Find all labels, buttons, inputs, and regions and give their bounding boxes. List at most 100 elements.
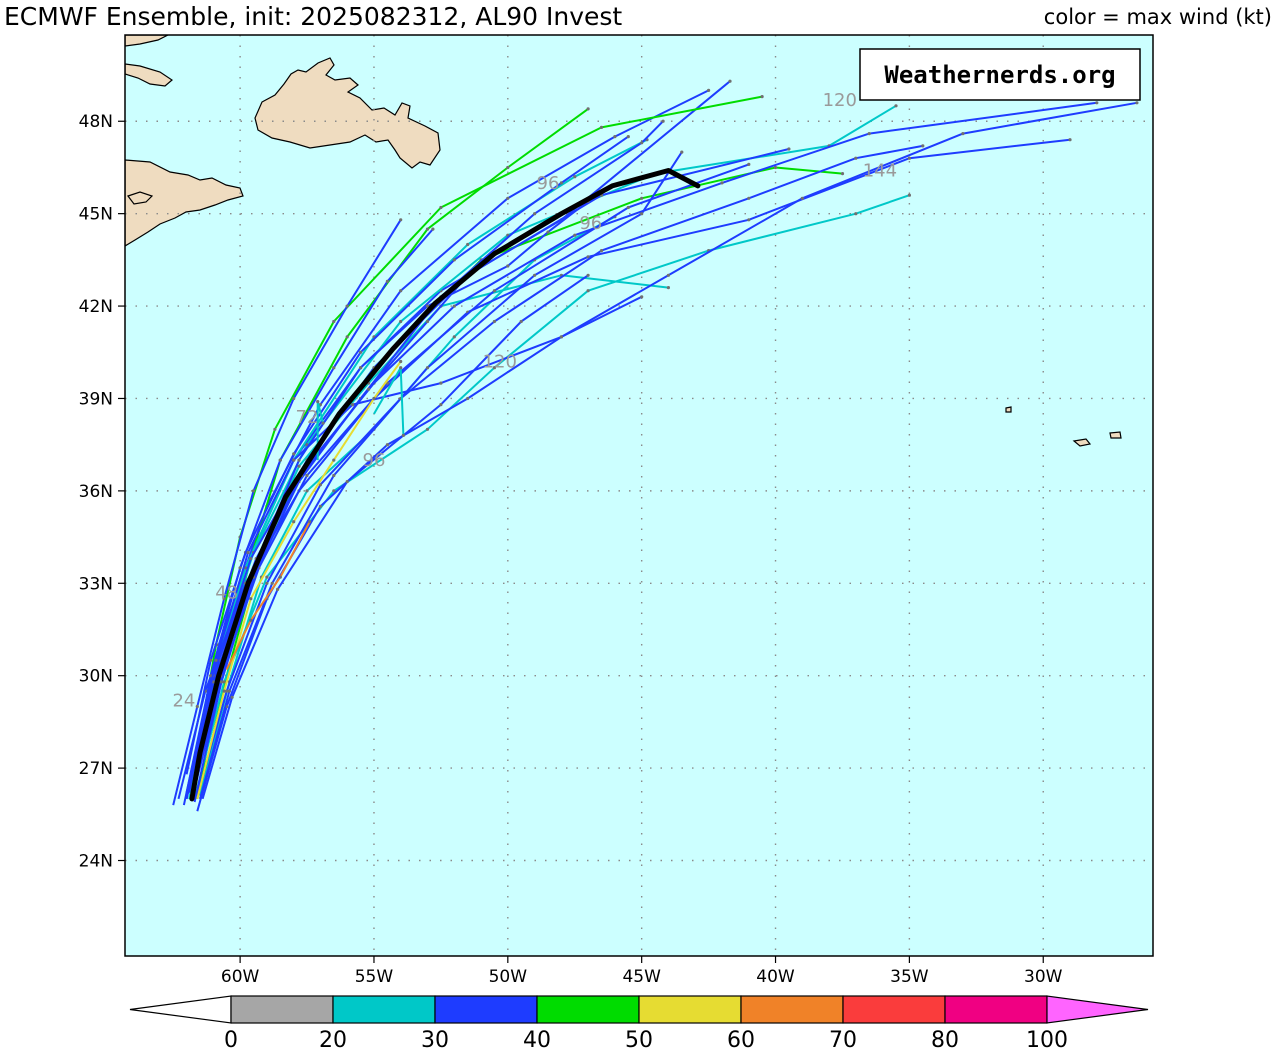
- track-point: [640, 141, 644, 145]
- ensemble-track: [190, 95, 763, 784]
- colorbar-over-arrow: [1046, 995, 1149, 1024]
- x-tick-label: 50W: [489, 967, 528, 987]
- track-point: [332, 366, 336, 370]
- y-tick-label: 30N: [79, 667, 113, 687]
- track-point: [425, 427, 430, 431]
- track-point: [318, 504, 322, 508]
- track-point: [316, 400, 320, 404]
- y-tick-label: 48N: [79, 112, 113, 132]
- track-point: [276, 587, 280, 592]
- ocean-background: [125, 35, 1153, 956]
- colorbar-bin: [434, 995, 538, 1024]
- track-point: [640, 295, 644, 299]
- track-point: [214, 658, 218, 662]
- track-point: [431, 227, 435, 231]
- track-point: [399, 289, 403, 293]
- colorbar-label: 60: [727, 1028, 755, 1053]
- track-point: [452, 335, 456, 339]
- colorbar-bin: [230, 995, 334, 1024]
- track-point: [452, 304, 456, 308]
- lead-time-label: 120: [823, 90, 857, 111]
- track-point: [466, 242, 470, 247]
- track-point: [195, 704, 199, 709]
- track-point: [773, 165, 778, 170]
- x-tick-label: 55W: [355, 967, 394, 987]
- track-point: [399, 218, 403, 222]
- track-point: [867, 132, 871, 136]
- track-point: [425, 319, 430, 324]
- track-point: [854, 212, 858, 216]
- y-tick-label: 24N: [79, 852, 113, 872]
- track-point: [385, 279, 389, 283]
- track-point: [492, 366, 496, 370]
- watermark-box: Weathernerds.org: [859, 48, 1141, 101]
- lead-time-label: 96: [579, 213, 602, 234]
- track-point: [351, 403, 355, 407]
- track-point: [278, 458, 282, 462]
- track-point: [425, 304, 430, 308]
- ensemble-track: [196, 144, 923, 797]
- landmass-group: [125, 35, 1122, 447]
- y-tick-label: 33N: [79, 574, 113, 594]
- ensemble-mean-track: [189, 168, 701, 802]
- track-point: [297, 464, 301, 468]
- track-point: [519, 319, 523, 324]
- track-point: [586, 255, 590, 259]
- track-point: [399, 366, 403, 370]
- track-point: [961, 132, 965, 136]
- lead-time-label: 48: [215, 583, 238, 604]
- colorbar-bin: [842, 995, 946, 1024]
- track-point: [401, 433, 405, 437]
- landmass-anticosti: [125, 63, 173, 87]
- track-point: [492, 319, 496, 324]
- track-point: [626, 205, 630, 210]
- track-point: [219, 680, 223, 684]
- lead-time-label: 96: [363, 450, 386, 471]
- axis-ticks: 60W 55W 50W 45W 40W 35W 30W 24N 27N 30N 33N 36N 39N 4…: [79, 112, 1063, 987]
- track-point: [747, 196, 751, 200]
- track-point: [292, 396, 296, 401]
- track-point: [640, 196, 644, 200]
- track-point: [359, 366, 363, 370]
- track-point: [270, 581, 274, 585]
- landmass-cape-breton: [125, 159, 244, 247]
- colorbar-under-arrow: [129, 995, 232, 1024]
- track-point: [209, 674, 213, 678]
- track-point: [385, 443, 389, 447]
- colorbar-bin: [740, 995, 844, 1024]
- track-point: [586, 289, 590, 293]
- track-point: [265, 581, 269, 585]
- track-point: [332, 473, 336, 478]
- lead-time-labels: 24 48 72 96 96 96 120 120 144: [172, 90, 897, 712]
- lead-time-label: 120: [483, 352, 517, 373]
- landmass-azores-3: [1005, 406, 1012, 413]
- track-point: [439, 381, 443, 385]
- x-tick-label: 40W: [756, 967, 795, 987]
- track-point: [359, 350, 363, 354]
- colorbar-label: 70: [829, 1028, 857, 1053]
- track-point: [372, 396, 376, 401]
- track-point: [728, 79, 732, 83]
- lead-time-label: 144: [863, 161, 897, 182]
- colorbar: 0 20 30 40 50 60 70 80 100: [129, 995, 1149, 1053]
- colorbar-label: 50: [625, 1028, 653, 1053]
- track-point: [599, 249, 604, 253]
- track-point: [787, 147, 791, 151]
- track-point: [297, 458, 301, 462]
- track-point: [573, 233, 577, 237]
- track-point: [249, 618, 253, 622]
- track-point: [425, 227, 430, 231]
- y-tick-label: 27N: [79, 759, 113, 779]
- track-point: [533, 212, 537, 216]
- mean-track-group: [189, 168, 701, 802]
- landmass-azores-1: [1072, 438, 1092, 447]
- track-point: [222, 680, 226, 684]
- track-point: [506, 165, 510, 170]
- track-point: [278, 575, 282, 579]
- colorbar-label: 80: [931, 1028, 959, 1053]
- chart-subtitle: color = max wind (kt): [1044, 5, 1272, 29]
- x-tick-label: 35W: [890, 967, 929, 987]
- track-point: [466, 396, 470, 401]
- track-point: [439, 403, 443, 407]
- track-point: [907, 193, 912, 197]
